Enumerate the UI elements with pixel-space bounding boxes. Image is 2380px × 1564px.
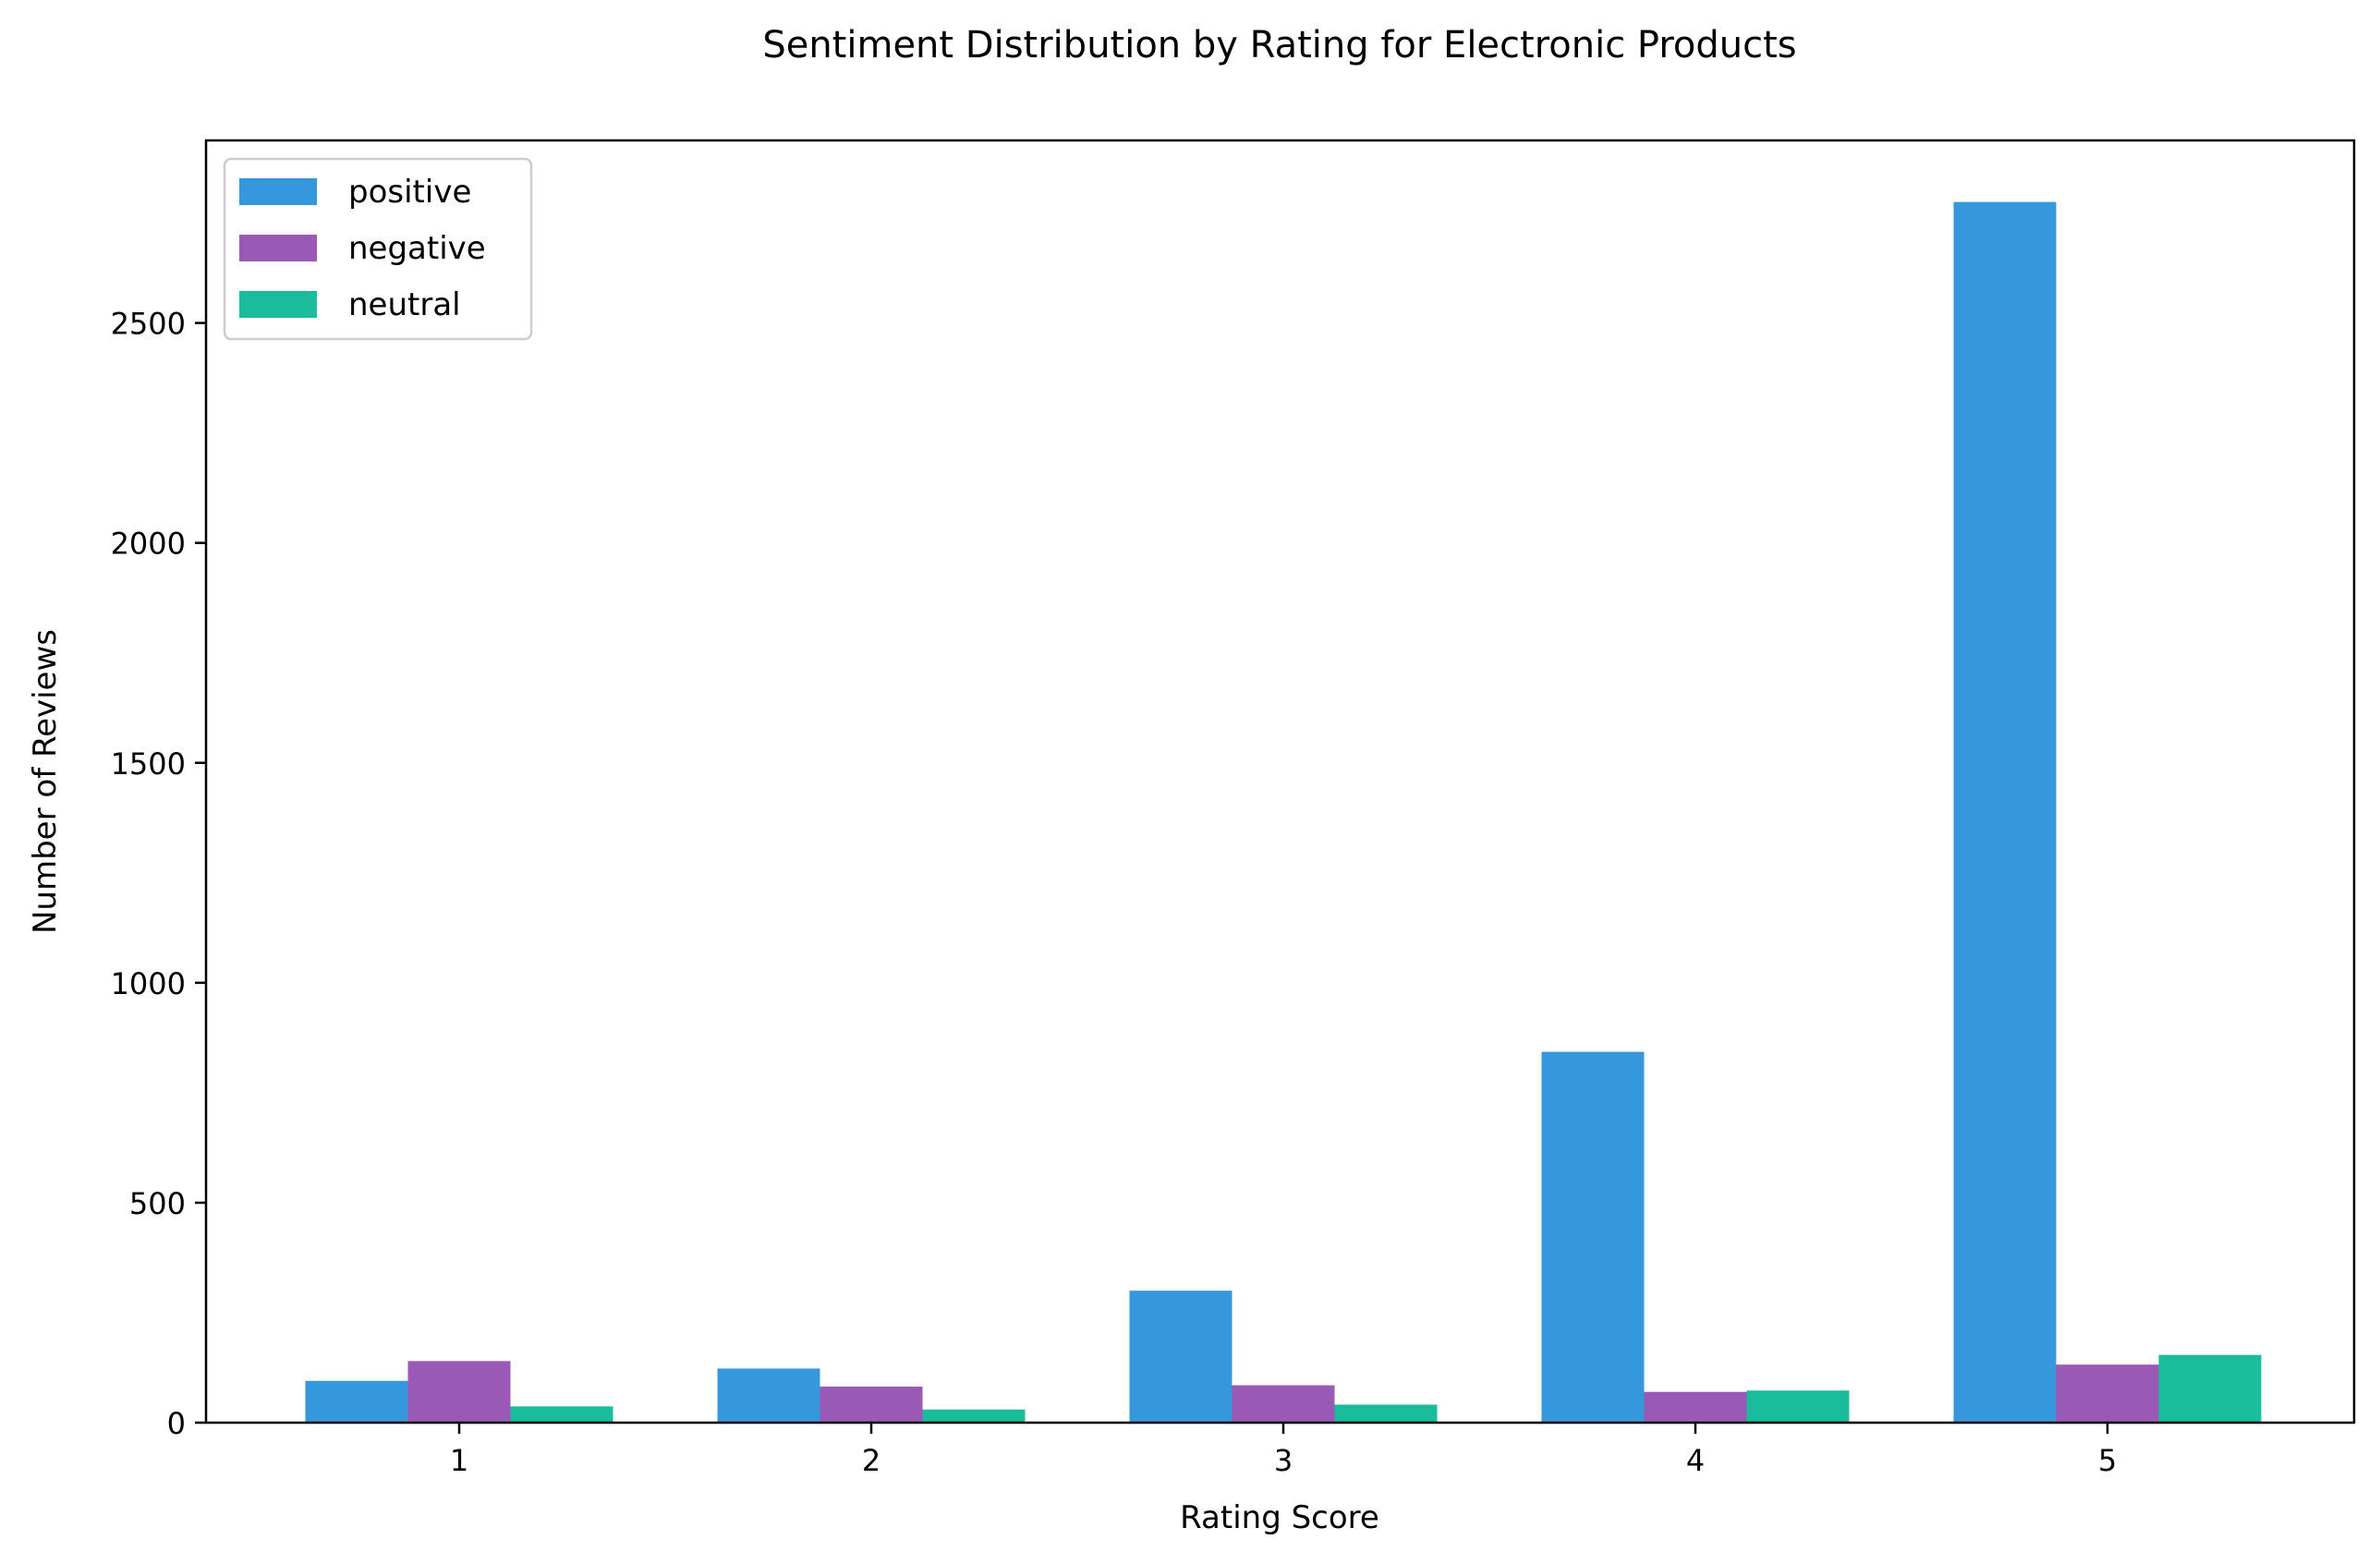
- y-tick-label: 0: [167, 1406, 186, 1441]
- x-axis-label: Rating Score: [1180, 1499, 1379, 1536]
- legend: positive negative neutral: [223, 157, 533, 341]
- bar-positive-rating-2: [717, 1368, 820, 1423]
- legend-label-positive: positive: [348, 174, 471, 211]
- x-tick-label: 2: [862, 1443, 880, 1478]
- y-tick-label: 1500: [111, 746, 186, 782]
- y-tick-label: 2500: [111, 307, 186, 342]
- bar-negative-rating-1: [407, 1361, 511, 1423]
- x-tick-label: 3: [1274, 1443, 1293, 1478]
- bar-neutral-rating-4: [1746, 1390, 1850, 1423]
- bar-neutral-rating-3: [1334, 1404, 1438, 1423]
- x-tick-label: 4: [1686, 1443, 1705, 1478]
- bar-negative-rating-3: [1232, 1385, 1335, 1423]
- legend-swatch-neutral: [239, 291, 317, 318]
- legend-swatch-negative: [239, 235, 317, 261]
- bar-positive-rating-4: [1541, 1051, 1645, 1423]
- bar-negative-rating-2: [820, 1386, 923, 1423]
- y-axis-ticks: 0 500 1000 1500 2000 2500: [111, 307, 206, 1441]
- bar-positive-rating-1: [305, 1380, 408, 1423]
- x-axis-ticks: 1 2 3 4 5: [450, 1423, 2117, 1478]
- legend-swatch-positive: [239, 178, 317, 205]
- y-tick-label: 1000: [111, 966, 186, 1001]
- bar-positive-rating-3: [1129, 1291, 1232, 1423]
- bar-positive-rating-5: [1953, 201, 2057, 1423]
- bars-group: [305, 201, 2262, 1423]
- bar-neutral-rating-5: [2158, 1354, 2262, 1423]
- x-tick-label: 5: [2098, 1443, 2117, 1478]
- y-tick-label: 2000: [111, 527, 186, 562]
- bar-neutral-rating-1: [510, 1406, 613, 1423]
- y-tick-label: 500: [129, 1186, 186, 1221]
- legend-label-neutral: neutral: [348, 286, 461, 323]
- x-tick-label: 1: [450, 1443, 468, 1478]
- chart-title: Sentiment Distribution by Rating for Ele…: [762, 24, 1796, 67]
- legend-label-negative: negative: [348, 230, 486, 267]
- bar-negative-rating-5: [2056, 1364, 2159, 1423]
- bar-negative-rating-4: [1644, 1391, 1747, 1423]
- y-axis-label: Number of Reviews: [27, 629, 64, 934]
- bar-neutral-rating-2: [922, 1409, 1026, 1423]
- plot-frame: [204, 139, 2356, 1425]
